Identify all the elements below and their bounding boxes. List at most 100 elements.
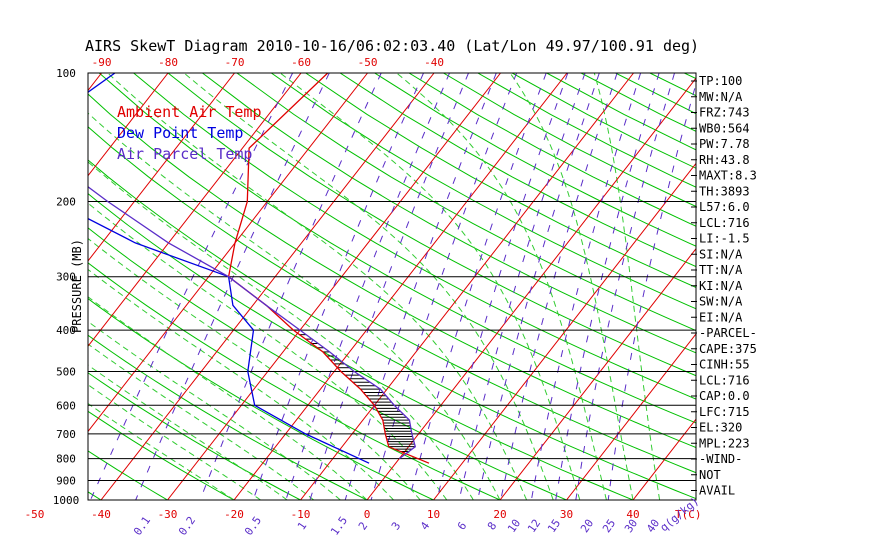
pressure-tick-label: 400 bbox=[56, 324, 76, 337]
top-temp-tick-label: -50 bbox=[358, 56, 378, 69]
pressure-tick-label: 100 bbox=[56, 67, 76, 80]
dry-adiabat bbox=[88, 126, 696, 474]
isotherm bbox=[88, 73, 169, 177]
pressure-tick-label: 800 bbox=[56, 453, 76, 466]
bottom-temp-tick-label: 40 bbox=[626, 508, 639, 521]
index-label: -PARCEL- bbox=[699, 326, 757, 340]
mixing-ratio-line bbox=[530, 73, 642, 500]
dry-adiabat bbox=[236, 73, 696, 332]
mixing-ratio-line bbox=[436, 73, 569, 500]
moist-adiabat bbox=[88, 364, 288, 500]
index-label: AVAIL bbox=[699, 484, 735, 498]
isotherm bbox=[566, 333, 696, 500]
dry-adiabat bbox=[88, 491, 102, 500]
bottom-temp-tick-label: 20 bbox=[493, 508, 506, 521]
bottom-temp-tick-label: 0 bbox=[364, 508, 371, 521]
mixing-ratio-line bbox=[500, 73, 618, 500]
mixing-ratio-line bbox=[285, 73, 450, 500]
mixing-ratio-label: 30 bbox=[622, 517, 640, 535]
bottom-temp-tick-label: 10 bbox=[427, 508, 440, 521]
isotherm bbox=[0, 73, 35, 500]
mixing-ratio-line bbox=[252, 73, 424, 500]
index-label: TT:N/A bbox=[699, 263, 743, 277]
mixing-ratio-line bbox=[555, 73, 660, 500]
mixing-ratio-label: 10 bbox=[505, 517, 523, 535]
mixing-ratio-line bbox=[344, 73, 497, 500]
dry-adiabat bbox=[88, 227, 567, 500]
pressure-tick-label: 600 bbox=[56, 399, 76, 412]
chart-title: AIRS SkewT Diagram 2010-10-16/06:02:03.4… bbox=[85, 37, 699, 55]
y-axis-label: PRESSURE (MB) bbox=[70, 239, 84, 333]
dry-adiabat bbox=[98, 73, 696, 424]
dry-adiabat bbox=[88, 410, 235, 500]
pressure-tick-label: 500 bbox=[56, 365, 76, 378]
moist-adiabat bbox=[396, 73, 607, 500]
dry-adiabat bbox=[88, 262, 501, 500]
index-label: MAXT:8.3 bbox=[699, 169, 757, 183]
dry-adiabat bbox=[271, 73, 696, 310]
index-label: EL:320 bbox=[699, 421, 742, 435]
isotherm-grid bbox=[0, 73, 870, 500]
dry-adiabat bbox=[339, 73, 696, 268]
top-temp-tick-label: -90 bbox=[92, 56, 112, 69]
isotherm bbox=[233, 73, 568, 500]
mixing-ratio-grid bbox=[90, 73, 696, 500]
bottom-temp-tick-label: -30 bbox=[158, 508, 178, 521]
mixing-ratio-label: 3 bbox=[389, 520, 403, 533]
dry-adiabat bbox=[88, 298, 434, 500]
bottom-temp-tick-label: -50 bbox=[25, 508, 45, 521]
isotherm bbox=[766, 73, 870, 500]
index-label: EI:N/A bbox=[699, 310, 743, 324]
moist-adiabat bbox=[509, 73, 634, 500]
dewpoint-line bbox=[88, 73, 370, 464]
isotherm bbox=[632, 418, 696, 500]
index-label: NOT bbox=[699, 468, 721, 482]
dry-adiabat bbox=[202, 73, 696, 354]
index-label: CINH:55 bbox=[699, 358, 750, 372]
mixing-ratio-label: 20 bbox=[578, 517, 596, 535]
bottom-temp-tick-label: -10 bbox=[291, 508, 311, 521]
index-label: MW:N/A bbox=[699, 90, 743, 104]
index-label: KI:N/A bbox=[699, 279, 743, 293]
pressure-tick-label: 1000 bbox=[53, 494, 80, 507]
isotherm bbox=[88, 73, 235, 262]
legend: Ambient Air Temp Dew Point Temp Air Parcel… bbox=[117, 103, 262, 163]
pressure-tick-label: 300 bbox=[56, 271, 76, 284]
moist-adiabat bbox=[183, 73, 554, 500]
pressure-tick-label: 200 bbox=[56, 196, 76, 209]
mixing-ratio-label: 1.5 bbox=[328, 514, 350, 538]
mixing-ratio-line bbox=[477, 73, 600, 500]
moist-adiabat bbox=[279, 73, 581, 500]
mixing-ratio-label: 1 bbox=[295, 520, 309, 533]
top-temp-tick-label: -40 bbox=[424, 56, 444, 69]
moist-adiabat bbox=[88, 112, 501, 500]
index-label: PW:7.78 bbox=[699, 137, 750, 151]
moist-adiabat bbox=[88, 237, 421, 500]
legend-entry: Air Parcel Temp bbox=[117, 145, 252, 163]
top-temp-tick-label: -70 bbox=[225, 56, 245, 69]
index-label: LCL:716 bbox=[699, 216, 750, 230]
mixing-ratio-line bbox=[408, 73, 547, 500]
mixing-ratio-label: 25 bbox=[600, 517, 618, 535]
index-label: MPL:223 bbox=[699, 436, 750, 450]
isotherm bbox=[167, 73, 501, 500]
index-label: -WIND- bbox=[699, 452, 742, 466]
mixing-ratio-label: 40 bbox=[644, 517, 662, 535]
moist-adiabat bbox=[88, 402, 235, 500]
index-label: TP:100 bbox=[699, 74, 742, 88]
top-temp-tick-label: -80 bbox=[158, 56, 178, 69]
moist-adiabat bbox=[88, 320, 341, 500]
dry-adiabat bbox=[88, 93, 696, 449]
mixing-ratio-line bbox=[575, 73, 675, 500]
isotherm bbox=[100, 73, 435, 500]
dry-adiabat bbox=[374, 73, 696, 247]
moist-adiabat bbox=[107, 73, 528, 500]
mixing-ratio-line bbox=[370, 73, 518, 500]
dry-adiabat bbox=[88, 334, 368, 500]
index-label: LFC:715 bbox=[699, 405, 750, 419]
mixing-ratio-label: 8 bbox=[485, 520, 499, 533]
isotherm bbox=[300, 73, 634, 500]
plot-frame bbox=[87, 72, 697, 501]
mixing-ratio-line bbox=[135, 73, 330, 500]
